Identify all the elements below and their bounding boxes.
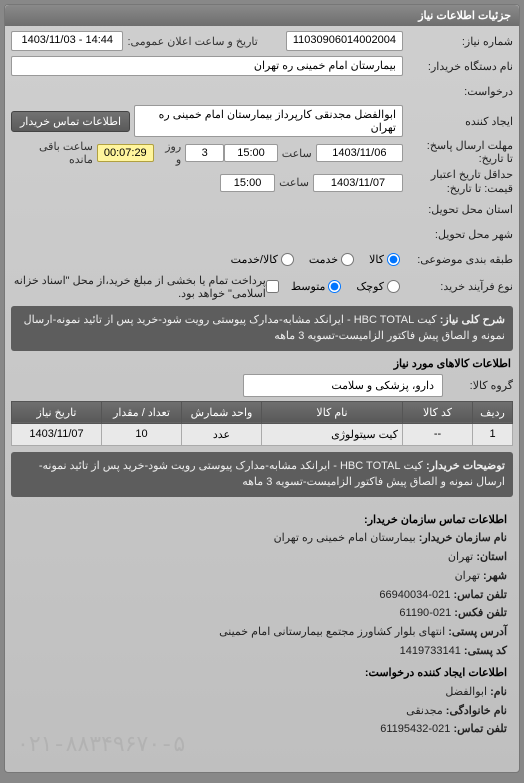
group-heading: اطلاعات کالاهای مورد نیاز: [13, 357, 511, 370]
panel-body: شماره نیاز: 11030906014002004 تاریخ و سا…: [5, 26, 519, 772]
description-label: شرح کلی نیاز:: [440, 314, 505, 326]
announce-datetime-value: 14:44 - 1403/11/03: [11, 31, 123, 51]
process-label: نوع فرآیند خرید:: [403, 280, 513, 293]
large-phone-watermark: ۰۲۱-۸۸۳۴۹۶۷۰-۵: [17, 727, 507, 764]
deadline-date: 1403/11/06: [316, 144, 403, 162]
row-request: درخواست:: [11, 80, 513, 102]
details-panel: جزئیات اطلاعات نیاز شماره نیاز: 11030906…: [4, 4, 520, 773]
row-province: استان محل تحویل:: [11, 199, 513, 221]
province-k: استان:: [476, 551, 507, 563]
row-device-name: نام دستگاه خریدار: بیمارستان امام خمینی …: [11, 55, 513, 77]
process-medium-radio[interactable]: [328, 280, 341, 293]
postal-addr-v: انتهای بلوار کشاورز مجتمع بیمارستانی اما…: [219, 626, 445, 638]
th-code: کد کالا: [403, 401, 473, 423]
description-text: کیت HBC TOTAL - ایرانکد مشابه-مدارک پیوس…: [24, 314, 505, 343]
min-valid-label: حداقل تاریخ اعتبار قیمت: تا تاریخ:: [403, 169, 513, 195]
city-label: شهر محل تحویل:: [403, 228, 513, 241]
td-date: 1403/11/07: [12, 423, 102, 445]
td-qty: 10: [102, 423, 182, 445]
row-process: نوع فرآیند خرید: کوچک متوسط پرداخت تمام …: [11, 274, 513, 300]
type-goods-label: کالا: [369, 253, 384, 266]
announce-datetime-label: تاریخ و ساعت اعلان عمومی:: [123, 35, 261, 48]
fax-k: تلفن فکس:: [454, 607, 507, 619]
type-both-radio[interactable]: [281, 253, 294, 266]
row-min-valid: حداقل تاریخ اعتبار قیمت: تا تاریخ: 1403/…: [11, 169, 513, 195]
deadline-time: 15:00: [224, 144, 278, 162]
contact-buyer-button[interactable]: اطلاعات تماس خریدار: [11, 111, 130, 132]
family-v: مجدنقی: [406, 705, 443, 717]
days-left: 3: [185, 144, 224, 162]
fax-v: 021-61190: [399, 607, 451, 619]
contact-section: اطلاعات تماس سازمان خریدار: نام سازمان خ…: [11, 503, 513, 769]
days-word: روز و: [154, 140, 185, 166]
th-qty: تعداد / مقدار: [102, 401, 182, 423]
row-group: گروه کالا: دارو، پزشکی و سلامت: [11, 374, 513, 397]
family-k: نام خانوادگی:: [446, 705, 507, 717]
postal-code-v: 1419733141: [400, 645, 461, 657]
need-number-label: شماره نیاز:: [403, 35, 513, 48]
table-row[interactable]: 1 -- کیت سیتولوژی عدد 10 1403/11/07: [12, 423, 513, 445]
process-note-checkbox[interactable]: [266, 280, 279, 293]
min-valid-time: 15:00: [220, 174, 275, 192]
request-label: درخواست:: [403, 85, 513, 98]
need-number-value: 11030906014002004: [286, 31, 403, 51]
type-service-radio[interactable]: [341, 253, 354, 266]
process-note: پرداخت تمام یا بخشی از مبلغ خرید،از محل …: [11, 274, 266, 300]
row-type: طبقه بندی موضوعی: کالا خدمت کالا/خدمت: [11, 249, 513, 271]
creator-label: ایجاد کننده: [403, 115, 513, 128]
time-word-1: ساعت: [278, 147, 316, 160]
row-deadline: مهلت ارسال پاسخ: تا تاریخ: 1403/11/06 سا…: [11, 140, 513, 166]
min-valid-date: 1403/11/07: [313, 174, 403, 192]
th-unit: واحد شمارش: [182, 401, 262, 423]
type-label: طبقه بندی موضوعی:: [403, 253, 513, 266]
process-small-radio[interactable]: [387, 280, 400, 293]
device-name-value: بیمارستان امام خمینی ره تهران: [11, 56, 403, 76]
process-medium-label: متوسط: [291, 280, 326, 293]
buyer-desc-label: توضیحات خریدار:: [426, 460, 505, 472]
row-need-number: شماره نیاز: 11030906014002004 تاریخ و سا…: [11, 30, 513, 52]
postal-code-k: کد پستی:: [464, 645, 507, 657]
device-name-label: نام دستگاه خریدار:: [403, 60, 513, 73]
process-small-label: کوچک: [356, 280, 384, 293]
items-table: ردیف کد کالا نام کالا واحد شمارش تعداد /…: [11, 401, 513, 446]
td-code: --: [403, 423, 473, 445]
table-header-row: ردیف کد کالا نام کالا واحد شمارش تعداد /…: [12, 401, 513, 423]
remaining-time: 00:07:29: [97, 144, 154, 162]
creator-value: ابوالفضل مجدنقی کارپرداز بیمارستان امام …: [134, 105, 403, 137]
province-v: تهران: [448, 551, 473, 563]
th-name: نام کالا: [262, 401, 403, 423]
th-row: ردیف: [473, 401, 513, 423]
td-name: کیت سیتولوژی: [262, 423, 403, 445]
phone-k: تلفن تماس:: [453, 589, 507, 601]
group-value: دارو، پزشکی و سلامت: [243, 374, 443, 397]
org-name-k: نام سازمان خریدار:: [419, 532, 507, 544]
name-v: ابوالفضل: [445, 686, 487, 698]
type-both-label: کالا/خدمت: [231, 253, 278, 266]
deadline-label: مهلت ارسال پاسخ: تا تاریخ:: [403, 140, 513, 166]
name-k: نام:: [490, 686, 507, 698]
buyer-desc-block: توضیحات خریدار: کیت HBC TOTAL - ایرانکد …: [11, 452, 513, 497]
panel-title: جزئیات اطلاعات نیاز: [5, 5, 519, 26]
description-block: شرح کلی نیاز: کیت HBC TOTAL - ایرانکد مش…: [11, 306, 513, 351]
creator-heading: اطلاعات ایجاد کننده درخواست:: [17, 664, 507, 683]
org-name-v: بیمارستان امام خمینی ره تهران: [274, 532, 416, 544]
type-service-label: خدمت: [309, 253, 338, 266]
row-city: شهر محل تحویل:: [11, 224, 513, 246]
th-date: تاریخ نیاز: [12, 401, 102, 423]
group-label: گروه کالا:: [443, 379, 513, 392]
remaining-word: ساعت باقی مانده: [11, 140, 97, 166]
phone-v: 021-66940034: [379, 589, 450, 601]
org-heading: اطلاعات تماس سازمان خریدار:: [17, 511, 507, 530]
td-row: 1: [473, 423, 513, 445]
postal-addr-k: آدرس پستی:: [448, 626, 507, 638]
time-word-2: ساعت: [275, 176, 313, 189]
row-creator: ایجاد کننده ابوالفضل مجدنقی کارپرداز بیم…: [11, 105, 513, 137]
province-label: استان محل تحویل:: [403, 203, 513, 216]
td-unit: عدد: [182, 423, 262, 445]
type-goods-radio[interactable]: [387, 253, 400, 266]
